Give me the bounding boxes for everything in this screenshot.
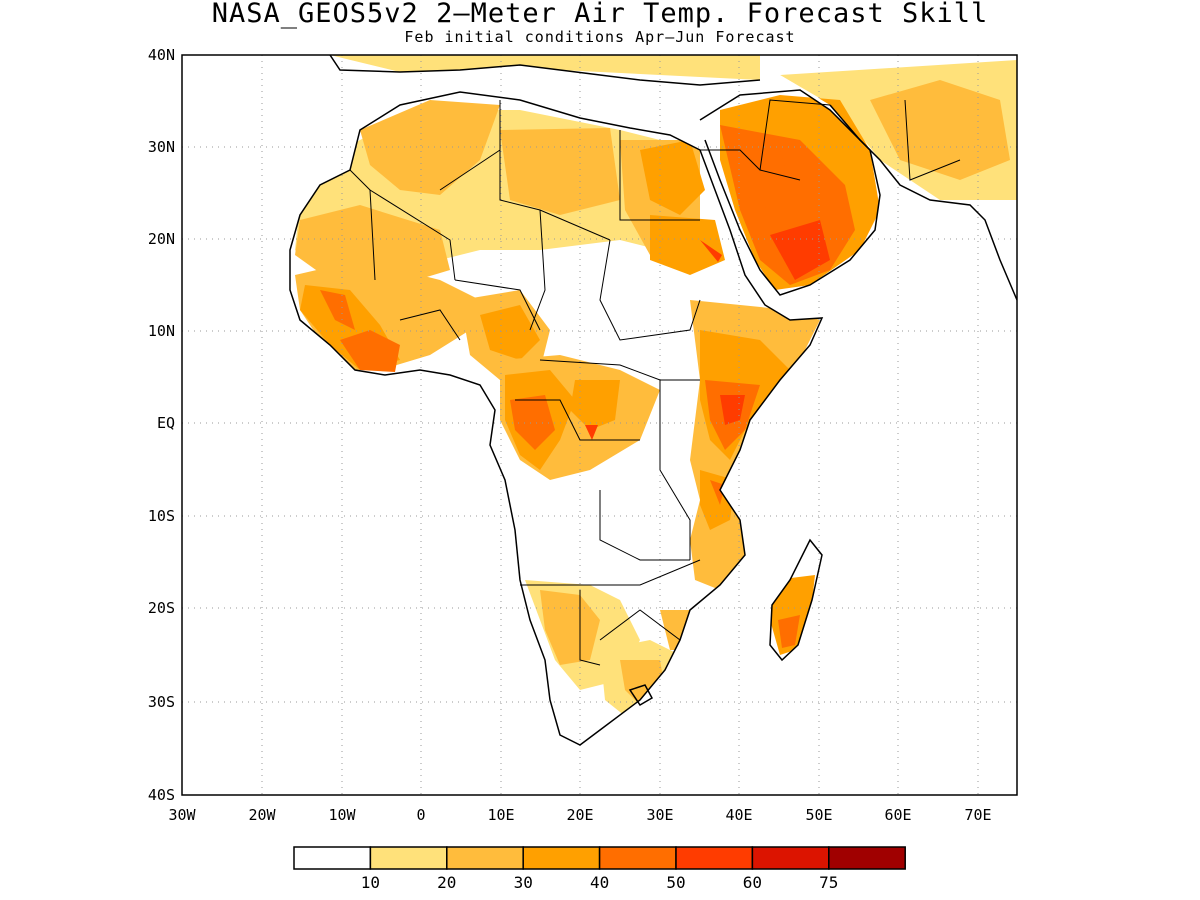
colorbar-swatch [522, 846, 601, 870]
lat-label: 40N [148, 46, 175, 64]
lon-label: 10E [487, 806, 514, 824]
lat-label: 10N [148, 322, 175, 340]
lon-label: 10W [328, 806, 356, 824]
skill-field [295, 55, 1017, 720]
colorbar-label: 40 [590, 873, 609, 892]
colorbar-legend: 10 20 30 40 50 60 75 [293, 846, 906, 892]
colorbar-swatch [751, 846, 830, 870]
lat-label: 40S [148, 786, 175, 804]
lon-label: 0 [416, 806, 425, 824]
coastlines [289, 55, 1017, 746]
lon-label: 20E [566, 806, 593, 824]
colorbar-swatch [828, 846, 906, 870]
lon-label: 30W [168, 806, 196, 824]
country-borders [349, 99, 961, 666]
lon-label: 40E [725, 806, 752, 824]
lon-label: 20W [248, 806, 276, 824]
lon-label: 50E [805, 806, 832, 824]
lon-label: 70E [964, 806, 991, 824]
colorbar-label: 20 [437, 873, 456, 892]
lat-label: EQ [157, 414, 175, 432]
lat-label: 10S [148, 507, 175, 525]
colorbar-swatch [675, 846, 754, 870]
colorbar-swatch [598, 846, 677, 870]
colorbar-label: 10 [361, 873, 380, 892]
colorbar-label: 30 [514, 873, 533, 892]
map-frame [181, 54, 1018, 796]
colorbar-swatch [446, 846, 524, 870]
map-title: NASA_GEOS5v2 2—Meter Air Temp. Forecast … [211, 0, 989, 29]
lat-axis: 40N 30N 20N 10N EQ 10S 20S 30S 40S [148, 46, 175, 804]
colorbar-swatch [293, 846, 372, 870]
colorbar-label: 75 [819, 873, 838, 892]
lat-label: 30N [148, 138, 175, 156]
lon-label: 60E [884, 806, 911, 824]
colorbar-label: 60 [743, 873, 762, 892]
lat-label: 20N [148, 230, 175, 248]
lat-label: 20S [148, 599, 175, 617]
colorbar-label: 50 [666, 873, 685, 892]
map-subtitle: Feb initial conditions Apr—Jun Forecast [404, 28, 796, 46]
lon-axis: 30W 20W 10W 0 10E 20E 30E 40E 50E 60E 70… [168, 806, 991, 824]
colorbar-swatch [369, 846, 448, 870]
lon-label: 30E [646, 806, 673, 824]
lat-label: 30S [148, 693, 175, 711]
